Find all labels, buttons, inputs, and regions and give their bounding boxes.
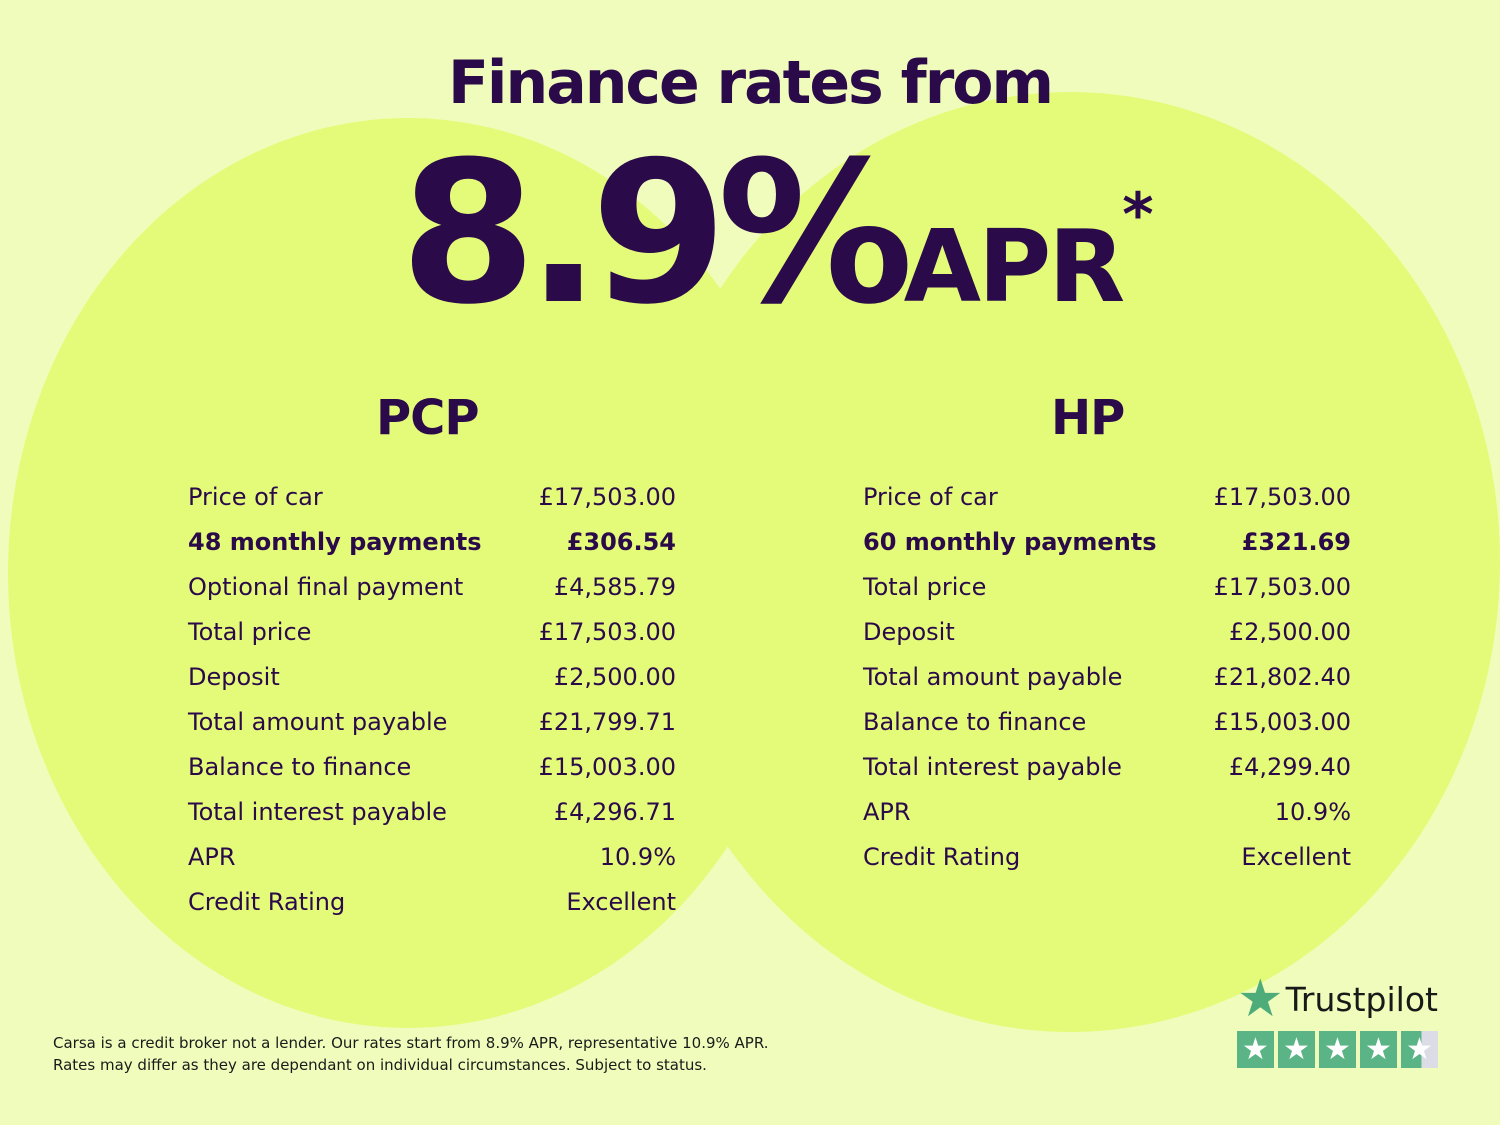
row-value: £4,296.71 bbox=[553, 798, 676, 826]
row-label: Total price bbox=[863, 573, 987, 601]
row-value: £21,802.40 bbox=[1213, 663, 1351, 691]
row-value: £15,003.00 bbox=[1213, 708, 1351, 736]
hp-row: Credit Rating Excellent bbox=[863, 842, 1351, 887]
disclaimer-line-2: Rates may differ as they are dependant o… bbox=[53, 1056, 707, 1074]
trustpilot-star-icon: ★ bbox=[1237, 969, 1284, 1029]
row-label: Credit Rating bbox=[188, 888, 346, 916]
row-value: £306.54 bbox=[566, 528, 676, 556]
pcp-row: Total interest payable £4,296.71 bbox=[188, 797, 676, 842]
background-blob-right bbox=[640, 92, 1500, 1032]
pcp-row: Deposit £2,500.00 bbox=[188, 662, 676, 707]
hp-row: Deposit £2,500.00 bbox=[863, 617, 1351, 662]
row-value: £4,299.40 bbox=[1228, 753, 1351, 781]
hp-row: Balance to finance £15,003.00 bbox=[863, 707, 1351, 752]
row-value: Excellent bbox=[566, 888, 676, 916]
row-value: 10.9% bbox=[1274, 798, 1351, 826]
row-label: 48 monthly payments bbox=[188, 528, 482, 556]
disclaimer-line-1: Carsa is a credit broker not a lender. O… bbox=[53, 1034, 769, 1052]
row-value: £321.69 bbox=[1241, 528, 1351, 556]
hp-table: HP Price of car £17,503.00 60 monthly paym… bbox=[863, 390, 1351, 887]
hp-row: Total interest payable £4,299.40 bbox=[863, 752, 1351, 797]
pcp-row: 48 monthly payments £306.54 bbox=[188, 527, 676, 572]
row-value: £17,503.00 bbox=[1213, 573, 1351, 601]
hp-row: Total price £17,503.00 bbox=[863, 572, 1351, 617]
disclaimer: Carsa is a credit broker not a lender. O… bbox=[53, 1032, 769, 1076]
row-label: APR bbox=[863, 798, 911, 826]
row-label: Deposit bbox=[863, 618, 955, 646]
pcp-row: Balance to finance £15,003.00 bbox=[188, 752, 676, 797]
row-label: Total amount payable bbox=[188, 708, 448, 736]
star-icon: ★ bbox=[1278, 1031, 1315, 1068]
row-label: Total interest payable bbox=[188, 798, 447, 826]
row-value: £17,503.00 bbox=[538, 618, 676, 646]
pcp-row: Optional final payment £4,585.79 bbox=[188, 572, 676, 617]
hp-row: Price of car £17,503.00 bbox=[863, 482, 1351, 527]
hp-row: APR 10.9% bbox=[863, 797, 1351, 842]
row-label: Price of car bbox=[188, 483, 323, 511]
star-icon: ★ bbox=[1237, 1031, 1274, 1068]
rating-stars: ★ ★ ★ ★ ★ bbox=[1237, 1031, 1438, 1068]
trustpilot-logo-text: Trustpilot bbox=[1285, 979, 1438, 1019]
row-label: Total amount payable bbox=[863, 663, 1123, 691]
pcp-heading: PCP bbox=[376, 390, 480, 446]
pcp-row: Total price £17,503.00 bbox=[188, 617, 676, 662]
pcp-row: Total amount payable £21,799.71 bbox=[188, 707, 676, 752]
row-label: Balance to finance bbox=[188, 753, 412, 781]
row-value: £2,500.00 bbox=[1228, 618, 1351, 646]
headline-title: Finance rates from bbox=[447, 48, 1054, 118]
pcp-row: Credit Rating Excellent bbox=[188, 887, 676, 932]
trustpilot-badge: ★ Trustpilot ★ ★ ★ ★ ★ bbox=[1237, 969, 1438, 1068]
row-value: £15,003.00 bbox=[538, 753, 676, 781]
hp-row: Total amount payable £21,802.40 bbox=[863, 662, 1351, 707]
row-label: Credit Rating bbox=[863, 843, 1021, 871]
row-label: Balance to finance bbox=[863, 708, 1087, 736]
headline-rate: 8.9%APR* bbox=[400, 120, 1154, 348]
row-value: Excellent bbox=[1241, 843, 1351, 871]
row-label: Total price bbox=[188, 618, 312, 646]
row-label: Price of car bbox=[863, 483, 998, 511]
row-label: Total interest payable bbox=[863, 753, 1122, 781]
row-label: Deposit bbox=[188, 663, 280, 691]
rate-value: 8.9% bbox=[400, 120, 914, 348]
pcp-table: PCP Price of car £17,503.00 48 monthly pay… bbox=[188, 390, 676, 932]
pcp-row: APR 10.9% bbox=[188, 842, 676, 887]
row-label: Optional final payment bbox=[188, 573, 464, 601]
row-value: £21,799.71 bbox=[538, 708, 676, 736]
star-icon: ★ bbox=[1360, 1031, 1397, 1068]
apr-label: APR bbox=[903, 208, 1126, 325]
hp-heading: HP bbox=[1051, 390, 1125, 446]
pcp-row: Price of car £17,503.00 bbox=[188, 482, 676, 527]
row-value: £17,503.00 bbox=[1213, 483, 1351, 511]
row-value: 10.9% bbox=[599, 843, 676, 871]
row-value: £17,503.00 bbox=[538, 483, 676, 511]
row-value: £2,500.00 bbox=[553, 663, 676, 691]
half-star-icon: ★ bbox=[1401, 1031, 1438, 1068]
hp-row: 60 monthly payments £321.69 bbox=[863, 527, 1351, 572]
star-icon: ★ bbox=[1319, 1031, 1356, 1068]
row-label: 60 monthly payments bbox=[863, 528, 1157, 556]
row-label: APR bbox=[188, 843, 236, 871]
asterisk: * bbox=[1122, 180, 1154, 250]
row-value: £4,585.79 bbox=[553, 573, 676, 601]
